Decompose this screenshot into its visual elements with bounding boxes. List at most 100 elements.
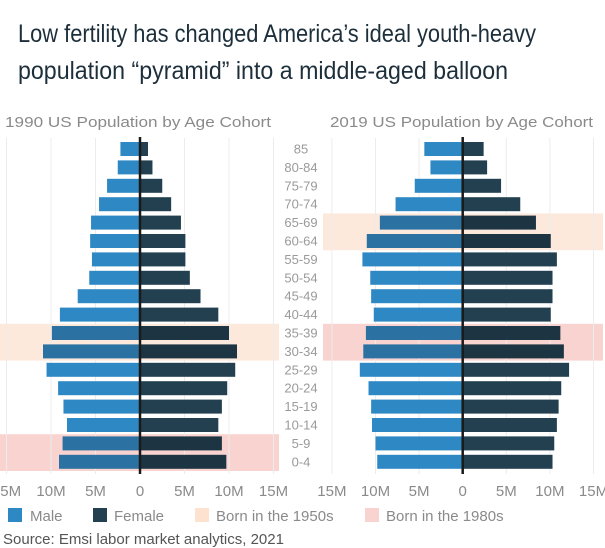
bar-male-75-79 <box>107 178 140 193</box>
bar-male-30-34 <box>42 344 140 359</box>
bar-male-10-14 <box>372 418 463 432</box>
bar-female-40-44 <box>462 307 551 322</box>
chart-2019-title: 2019 US Population by Age Cohort <box>330 114 594 131</box>
age-label: 80-84 <box>284 160 317 175</box>
title-line-1: Low fertility has changed America’s idea… <box>18 20 536 48</box>
bar-male-25-29 <box>359 362 463 377</box>
bar-female-40-44 <box>140 307 219 322</box>
bar-male-50-54 <box>370 270 463 285</box>
bar-female-20-24 <box>462 381 562 396</box>
bar-male-60-64 <box>366 234 463 248</box>
legend-swatch-male <box>8 508 22 522</box>
bar-female-50-54 <box>462 270 553 285</box>
bar-female-45-49 <box>462 289 553 304</box>
age-label: 0-4 <box>292 454 311 469</box>
legend-label-female: Female <box>114 508 164 525</box>
age-label: 50-54 <box>284 270 317 285</box>
age-label: 15-19 <box>284 399 317 414</box>
bar-female-5-9 <box>140 436 222 451</box>
x-tick-label: 5M <box>409 483 430 500</box>
age-label: 35-39 <box>284 326 317 341</box>
bar-female-25-29 <box>140 362 236 377</box>
bar-female-5-9 <box>462 436 555 451</box>
bar-male-15-19 <box>371 399 463 414</box>
x-tick-label: 10M <box>535 483 564 500</box>
bar-female-10-14 <box>462 418 557 432</box>
bar-female-45-49 <box>140 289 201 304</box>
age-label: 5-9 <box>292 436 311 451</box>
x-tick-label: 15M <box>0 483 21 500</box>
legend-label-1950s: Born in the 1950s <box>216 508 334 525</box>
bar-male-70-74 <box>99 197 140 212</box>
bar-male-45-49 <box>371 289 463 304</box>
bar-female-55-59 <box>140 252 186 267</box>
bar-female-20-24 <box>140 381 228 396</box>
bar-male-45-49 <box>77 289 140 304</box>
bar-female-15-19 <box>140 399 222 414</box>
bar-male-55-59 <box>362 252 463 267</box>
bar-female-0-4 <box>462 454 553 469</box>
pyramid-1990: 15M 10M 5M 0 5M 10M 15M <box>0 137 288 500</box>
age-label: 55-59 <box>284 252 317 267</box>
bar-male-30-34 <box>363 344 463 359</box>
legend-label-male: Male <box>30 508 63 525</box>
bar-male-55-59 <box>91 252 140 267</box>
x-tick-label: 5M <box>496 483 517 500</box>
title-line-2: population “pyramid” into a middle-aged … <box>18 57 508 85</box>
bar-male-0-4 <box>59 454 141 469</box>
bar-female-25-29 <box>462 362 570 377</box>
bar-male-20-24 <box>58 381 141 396</box>
bar-female-35-39 <box>140 326 229 340</box>
age-label: 10-14 <box>284 418 317 433</box>
bar-male-10-14 <box>67 418 140 432</box>
bar-male-20-24 <box>368 381 463 396</box>
bar-female-0-4 <box>140 454 227 469</box>
bar-female-10-14 <box>140 418 219 432</box>
bar-male-65-69 <box>379 215 463 230</box>
bar-female-85 <box>140 142 149 156</box>
bar-male-70-74 <box>395 197 463 212</box>
bar-female-30-34 <box>462 344 564 359</box>
x-tick-label: 0 <box>459 483 467 500</box>
x-tick-label: 15M <box>317 483 346 500</box>
bar-female-60-64 <box>462 234 551 248</box>
age-labels: 85 80-84 75-79 70-74 65-69 60-64 55-59 50-54 45-… <box>284 142 317 470</box>
bar-female-55-59 <box>462 252 557 267</box>
bar-male-5-9 <box>62 436 140 451</box>
pyramid-2019: 15M 10M 5M 0 5M 10M 15M <box>317 137 605 500</box>
bar-male-60-64 <box>90 234 140 248</box>
bar-female-70-74 <box>462 197 521 212</box>
bar-female-15-19 <box>462 399 559 414</box>
bar-male-25-29 <box>46 362 140 377</box>
bar-female-50-54 <box>140 270 190 285</box>
bar-female-80-84 <box>462 160 488 175</box>
bar-male-35-39 <box>365 326 463 340</box>
bar-female-35-39 <box>462 326 561 340</box>
legend-label-1980s: Born in the 1980s <box>386 508 504 525</box>
bar-male-85 <box>424 142 463 156</box>
x-tick-label: 5M <box>174 483 195 500</box>
chart-1990-title: 1990 US Population by Age Cohort <box>5 114 272 131</box>
legend-swatch-female <box>93 508 107 522</box>
x-tick-label: 0 <box>136 483 144 500</box>
bar-female-75-79 <box>140 178 163 193</box>
age-label: 65-69 <box>284 215 317 230</box>
bar-male-15-19 <box>63 399 140 414</box>
age-label: 45-49 <box>284 289 317 304</box>
bar-male-0-4 <box>377 454 463 469</box>
bar-female-70-74 <box>140 197 172 212</box>
legend-swatch-1980s <box>365 508 379 522</box>
source-note: Source: Emsi labor market analytics, 202… <box>3 531 284 548</box>
bar-female-60-64 <box>140 234 186 248</box>
x-tick-label: 10M <box>214 483 243 500</box>
x-tick-label: 10M <box>36 483 65 500</box>
age-label: 60-64 <box>284 234 317 249</box>
age-label: 30-34 <box>284 344 317 359</box>
age-label: 70-74 <box>284 197 317 212</box>
age-label: 75-79 <box>284 178 317 193</box>
bar-male-85 <box>120 142 140 156</box>
bar-male-40-44 <box>59 307 140 322</box>
age-label: 20-24 <box>284 381 317 396</box>
age-label: 40-44 <box>284 307 317 322</box>
